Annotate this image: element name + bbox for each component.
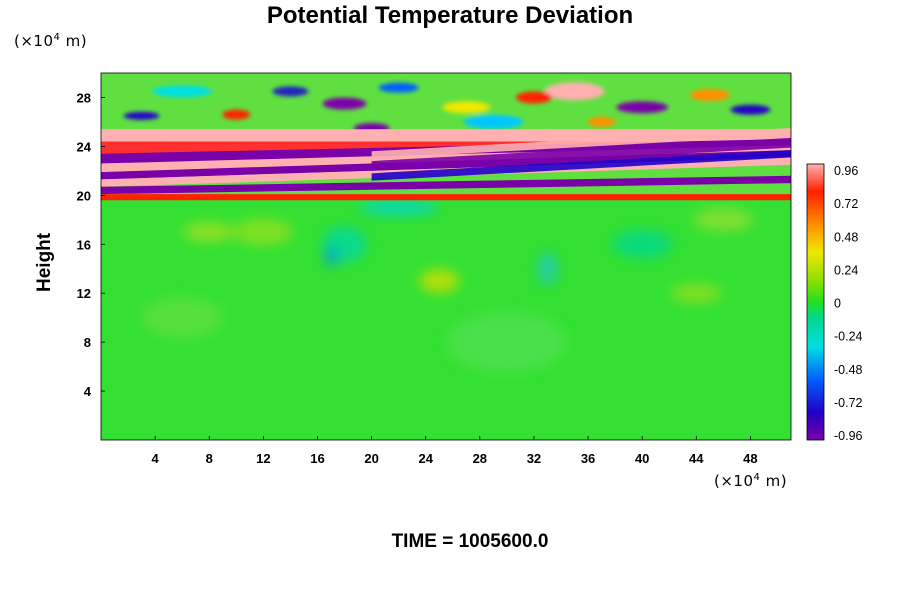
upper-blob	[378, 82, 419, 93]
x-tick-label: 48	[743, 451, 757, 466]
y-unit-prefix: (×10	[14, 32, 54, 50]
upper-blob	[222, 109, 251, 120]
x-tick-label: 44	[689, 451, 704, 466]
colorbar-tick-label: 0	[834, 297, 841, 311]
upper-blob	[442, 101, 491, 114]
upper-blob	[123, 111, 160, 120]
wave-band	[101, 194, 791, 201]
colorbar	[806, 163, 825, 441]
x-axis-ticks: 4 8 12 16 20 24 28 32 36 40 44 48	[152, 436, 758, 466]
upper-blob	[616, 101, 669, 114]
y-unit-suffix: m)	[60, 32, 88, 50]
x-tick-label: 36	[581, 451, 595, 466]
plot-frame	[100, 72, 792, 441]
x-axis-unit: (×104 m)	[714, 472, 787, 490]
colorbar-tick-label: -0.72	[834, 396, 863, 410]
x-unit-exponent: 4	[753, 472, 761, 483]
lower-patch	[233, 218, 294, 247]
x-tick-label: 12	[256, 451, 270, 466]
y-axis-unit: (×104 m)	[14, 32, 87, 50]
time-label: TIME = 1005600.0	[391, 531, 549, 552]
x-tick-label: 28	[473, 451, 487, 466]
upper-blob	[515, 91, 552, 104]
lower-patch	[142, 297, 223, 338]
wave-band	[371, 137, 791, 171]
upper-blob	[689, 89, 730, 102]
x-tick-label: 32	[527, 451, 541, 466]
colorbar-tick-label: -0.24	[834, 330, 863, 344]
lower-patch	[446, 312, 567, 373]
colorbar-tick-label: 0.48	[834, 230, 858, 244]
y-tick-label: 24	[77, 139, 92, 154]
lower-patch	[612, 230, 673, 259]
lower-patch	[358, 199, 439, 216]
x-tick-label: 8	[206, 451, 213, 466]
y-axis-ticks: 4 8 12 16 20 24 28	[77, 90, 105, 399]
lower-patch	[419, 268, 460, 293]
wave-band	[371, 128, 791, 159]
y-tick-label: 4	[84, 384, 92, 399]
x-unit-prefix: (×10	[714, 472, 754, 490]
upper-blob	[730, 104, 771, 115]
lower-patch	[537, 252, 558, 285]
lower-patch	[325, 246, 337, 267]
x-unit-suffix: m)	[760, 472, 788, 490]
colorbar-ticks: 0.96 0.72 0.48 0.24 0 -0.24 -0.48 -0.72 -0.96	[834, 164, 863, 443]
y-tick-label: 28	[77, 90, 91, 105]
y-unit-exponent: 4	[53, 32, 61, 43]
wave-band	[101, 175, 791, 195]
y-tick-label: 20	[77, 188, 91, 203]
lower-patch	[670, 283, 723, 304]
y-tick-label: 16	[77, 237, 91, 252]
wave-bands	[101, 128, 791, 201]
wave-band	[371, 150, 791, 181]
upper-blob	[152, 85, 213, 98]
lower-layer-patches	[142, 199, 754, 373]
y-tick-label: 8	[84, 335, 91, 350]
lower-patch	[183, 222, 236, 243]
upper-blob	[322, 97, 367, 110]
heatmap-plot-area	[101, 73, 791, 440]
upper-blob	[544, 82, 605, 101]
upper-layer-blobs	[123, 82, 771, 134]
colorbar-tick-label: 0.96	[834, 164, 858, 178]
upper-blob	[463, 114, 524, 129]
colorbar-tick-label: 0.72	[834, 197, 858, 211]
colorbar-tick-label: -0.48	[834, 363, 863, 377]
x-tick-label: 40	[635, 451, 649, 466]
lower-patch	[693, 207, 754, 232]
chart-title: Potential Temperature Deviation	[266, 2, 634, 29]
y-tick-label: 12	[77, 286, 91, 301]
x-tick-label: 20	[364, 451, 378, 466]
x-tick-label: 24	[418, 451, 433, 466]
x-tick-label: 16	[310, 451, 324, 466]
upper-blob	[587, 116, 616, 127]
upper-blob	[272, 86, 309, 97]
colorbar-tick-label: -0.96	[834, 429, 863, 443]
x-tick-label: 4	[152, 451, 160, 466]
colorbar-tick-label: 0.24	[834, 263, 858, 277]
